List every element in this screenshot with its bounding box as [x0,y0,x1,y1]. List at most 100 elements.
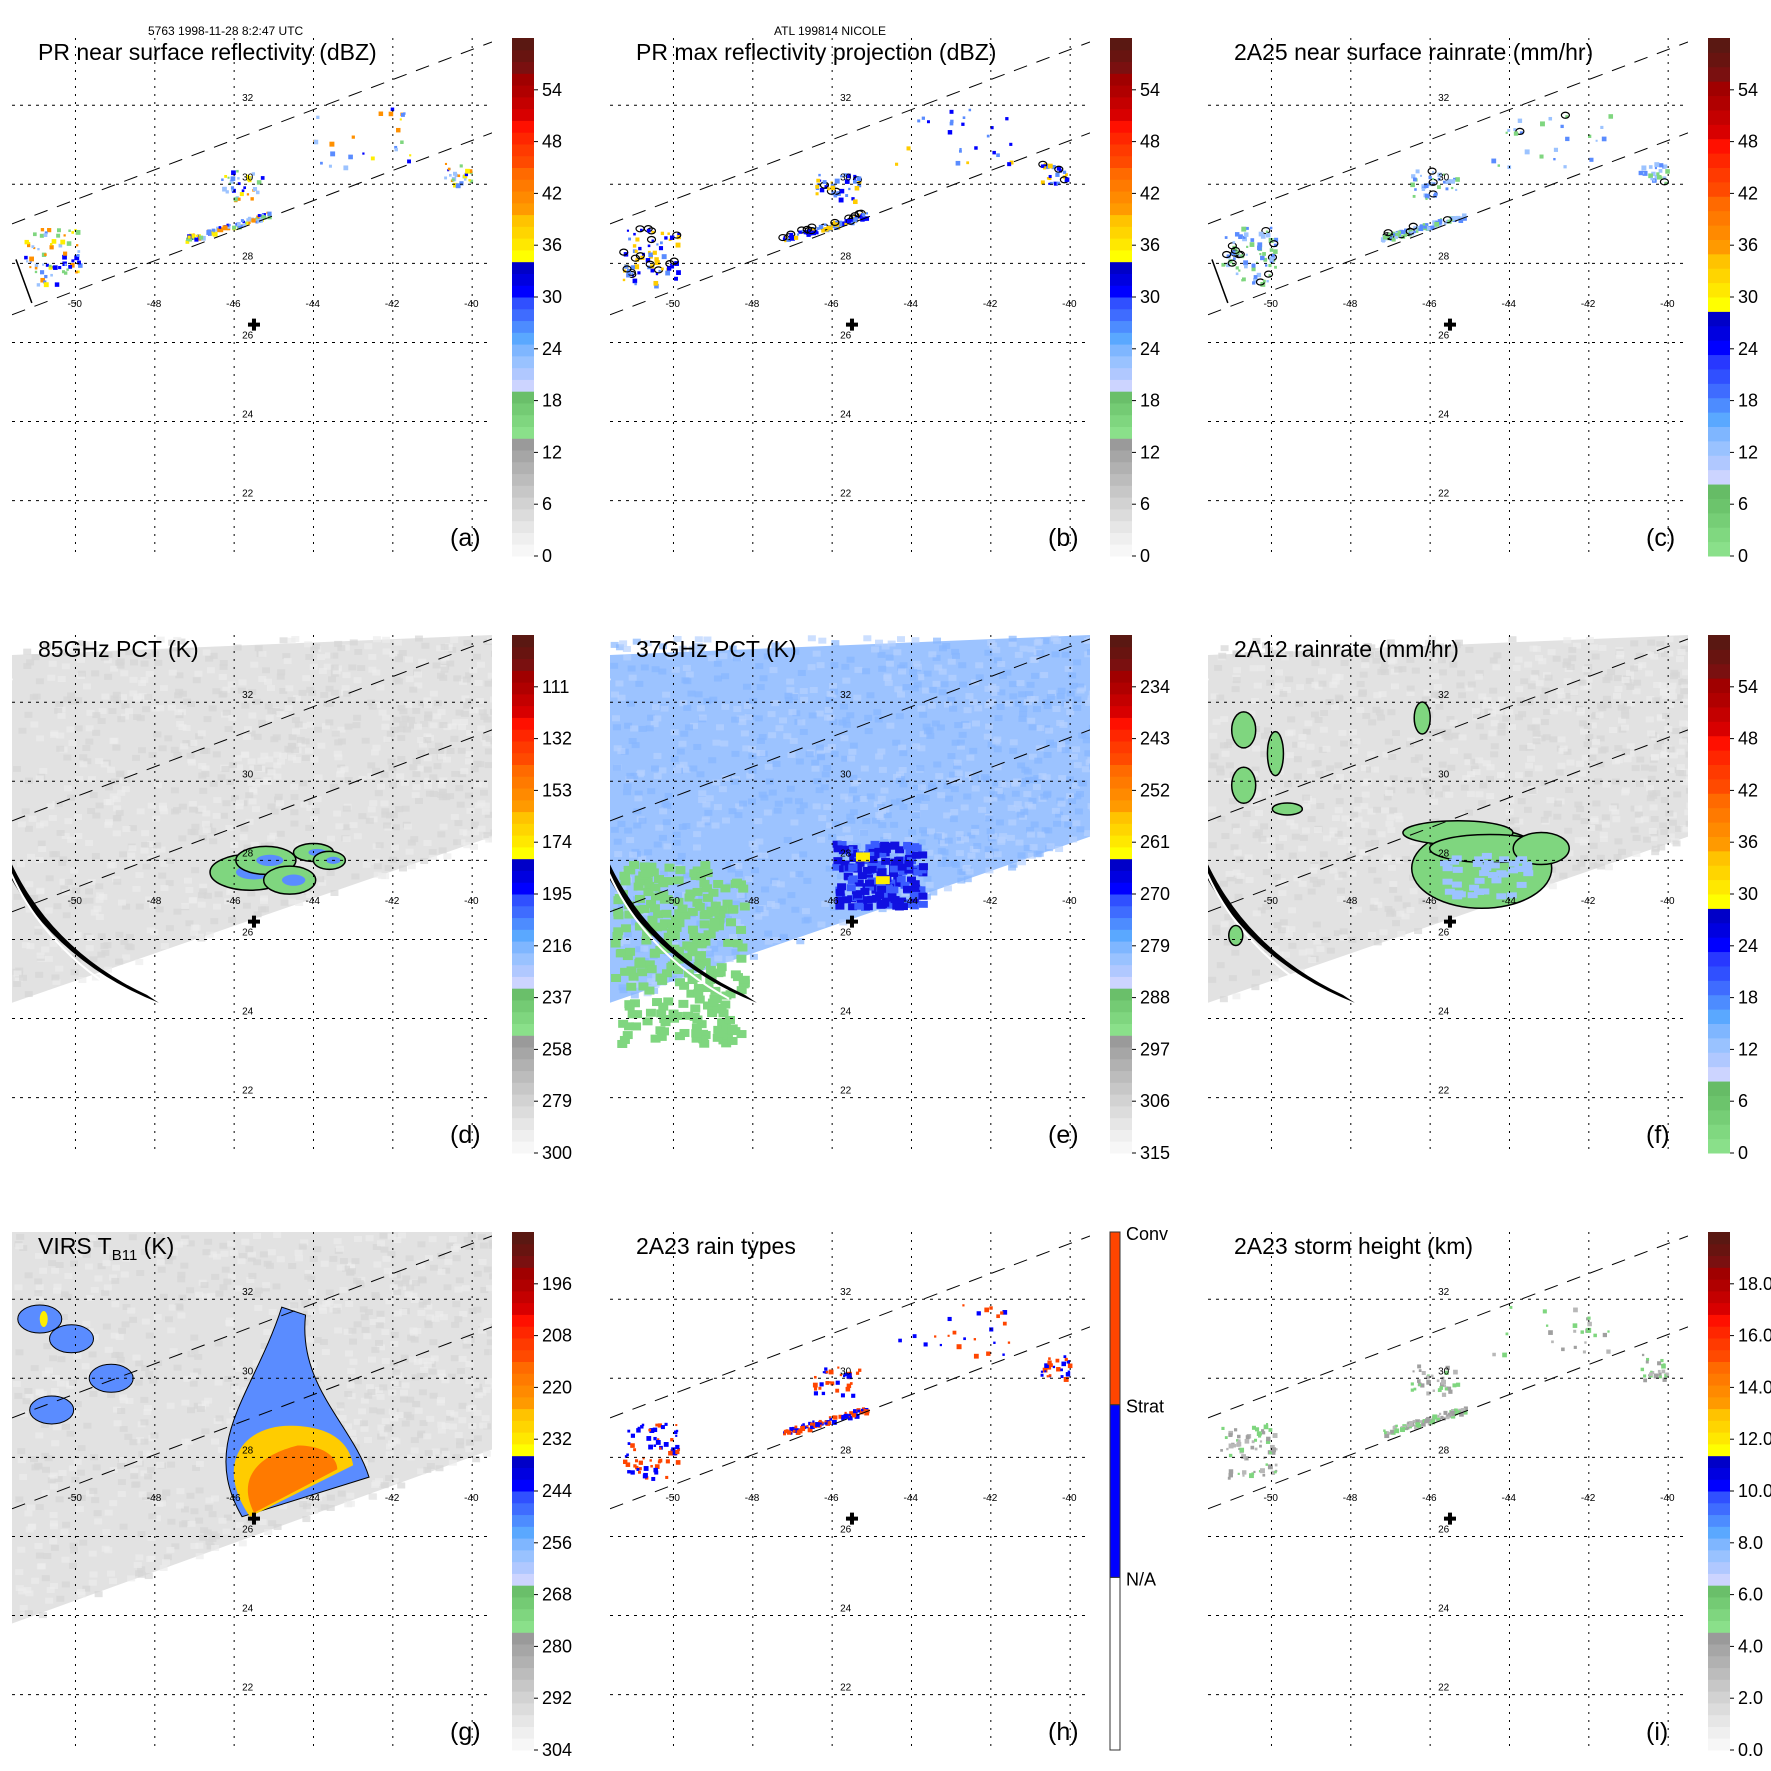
texture-pixel [175,688,184,695]
texture-pixel [1548,883,1557,890]
texture-pixel [1475,757,1484,764]
rain-pixel [949,121,954,126]
ocean-emission-pixel [644,881,655,890]
colorbar-segment [512,414,534,427]
texture-pixel [922,687,931,694]
texture-pixel [1061,747,1070,754]
texture-pixel [56,745,65,752]
texture-pixel [1358,690,1367,697]
colorbar-segment [512,473,534,486]
scattering-pixel [876,882,886,890]
texture-pixel [1311,660,1320,667]
texture-pixel [916,794,925,801]
texture-pixel [1591,653,1600,660]
texture-pixel [414,671,423,678]
texture-pixel [1682,669,1688,676]
texture-pixel [394,656,403,663]
rain-pixel [75,229,81,235]
texture-pixel [1003,669,1012,676]
texture-pixel [1622,748,1631,755]
rain-pixel [624,264,629,269]
texture-pixel [1363,643,1372,650]
rain-pixel [1540,121,1545,127]
texture-pixel [1387,864,1396,871]
texture-pixel [830,904,839,911]
texture-pixel [1564,827,1573,834]
texture-pixel [617,748,626,755]
rain-pixel [1479,870,1490,877]
texture-pixel [44,907,53,914]
texture-pixel [221,1266,230,1273]
texture-pixel [401,715,410,722]
right-swath-edge [610,132,1090,316]
texture-pixel [917,839,926,846]
texture-pixel [1529,645,1538,652]
texture-pixel [448,1236,457,1243]
rain-pixel [1519,131,1524,135]
rain-pixel [31,245,35,249]
texture-pixel [1072,746,1081,753]
ocean-emission-pixel [691,1023,702,1032]
rain-pixel [1608,114,1614,119]
texture-pixel [63,754,72,761]
texture-pixel [1563,637,1572,644]
colorbar-tick-label: 6 [542,494,552,514]
texture-pixel [160,885,169,892]
texture-pixel [1589,644,1598,651]
texture-pixel [1410,647,1419,654]
texture-pixel [239,834,248,841]
texture-pixel [267,1249,276,1256]
colorbar-tick-label: 54 [1140,80,1160,100]
texture-pixel [1251,766,1260,773]
colorbar-segment [1110,332,1132,345]
colorbar-segment [512,155,534,168]
texture-pixel [984,685,993,692]
rain-pixel [1451,186,1454,190]
texture-pixel [1438,669,1447,676]
rain-pixel [1600,125,1604,129]
scattering-pixel [881,894,891,902]
texture-pixel [98,708,107,715]
texture-pixel [193,1368,202,1375]
scattering-pixel [910,880,920,888]
rain-pixel [1595,139,1598,142]
texture-pixel [28,815,37,822]
texture-pixel [893,773,902,780]
texture-pixel [1260,732,1269,739]
texture-pixel [428,748,437,755]
texture-pixel [428,1368,437,1375]
rain-pixel [1241,279,1244,282]
rain-pixel [1238,234,1243,240]
texture-pixel [235,1521,244,1528]
panel-title: PR max reflectivity projection (dBZ) [636,39,996,65]
texture-pixel [348,664,357,671]
texture-pixel [1656,641,1665,648]
ocean-emission-pixel [706,971,717,980]
ocean-emission-pixel [690,1004,701,1013]
rain-pixel [1428,181,1434,187]
texture-pixel [1313,938,1322,945]
colorbar-tick-label: 12 [542,442,562,462]
texture-pixel [1456,682,1465,689]
texture-pixel [142,652,151,659]
texture-pixel [725,956,734,963]
lon-tick-label: -50 [67,896,82,907]
colorbar-segment [1708,1138,1730,1154]
rain-pixel [1232,241,1236,244]
texture-pixel [911,812,920,819]
rain-pixel [661,254,667,260]
texture-pixel [180,1262,189,1269]
texture-pixel [1369,904,1378,911]
texture-pixel [223,1514,232,1521]
colorbar-segment [512,693,534,707]
colorbar-tick-label: 300 [542,1143,572,1163]
texture-pixel [429,722,438,729]
texture-pixel [295,899,304,906]
rain-pixel [1268,238,1274,243]
rain-pixel [362,152,365,155]
texture-pixel [1379,666,1388,673]
colorbar-segment [1110,846,1132,860]
colorbar-segment [1708,325,1730,341]
texture-pixel [799,802,808,809]
ocean-emission-pixel [715,968,726,977]
